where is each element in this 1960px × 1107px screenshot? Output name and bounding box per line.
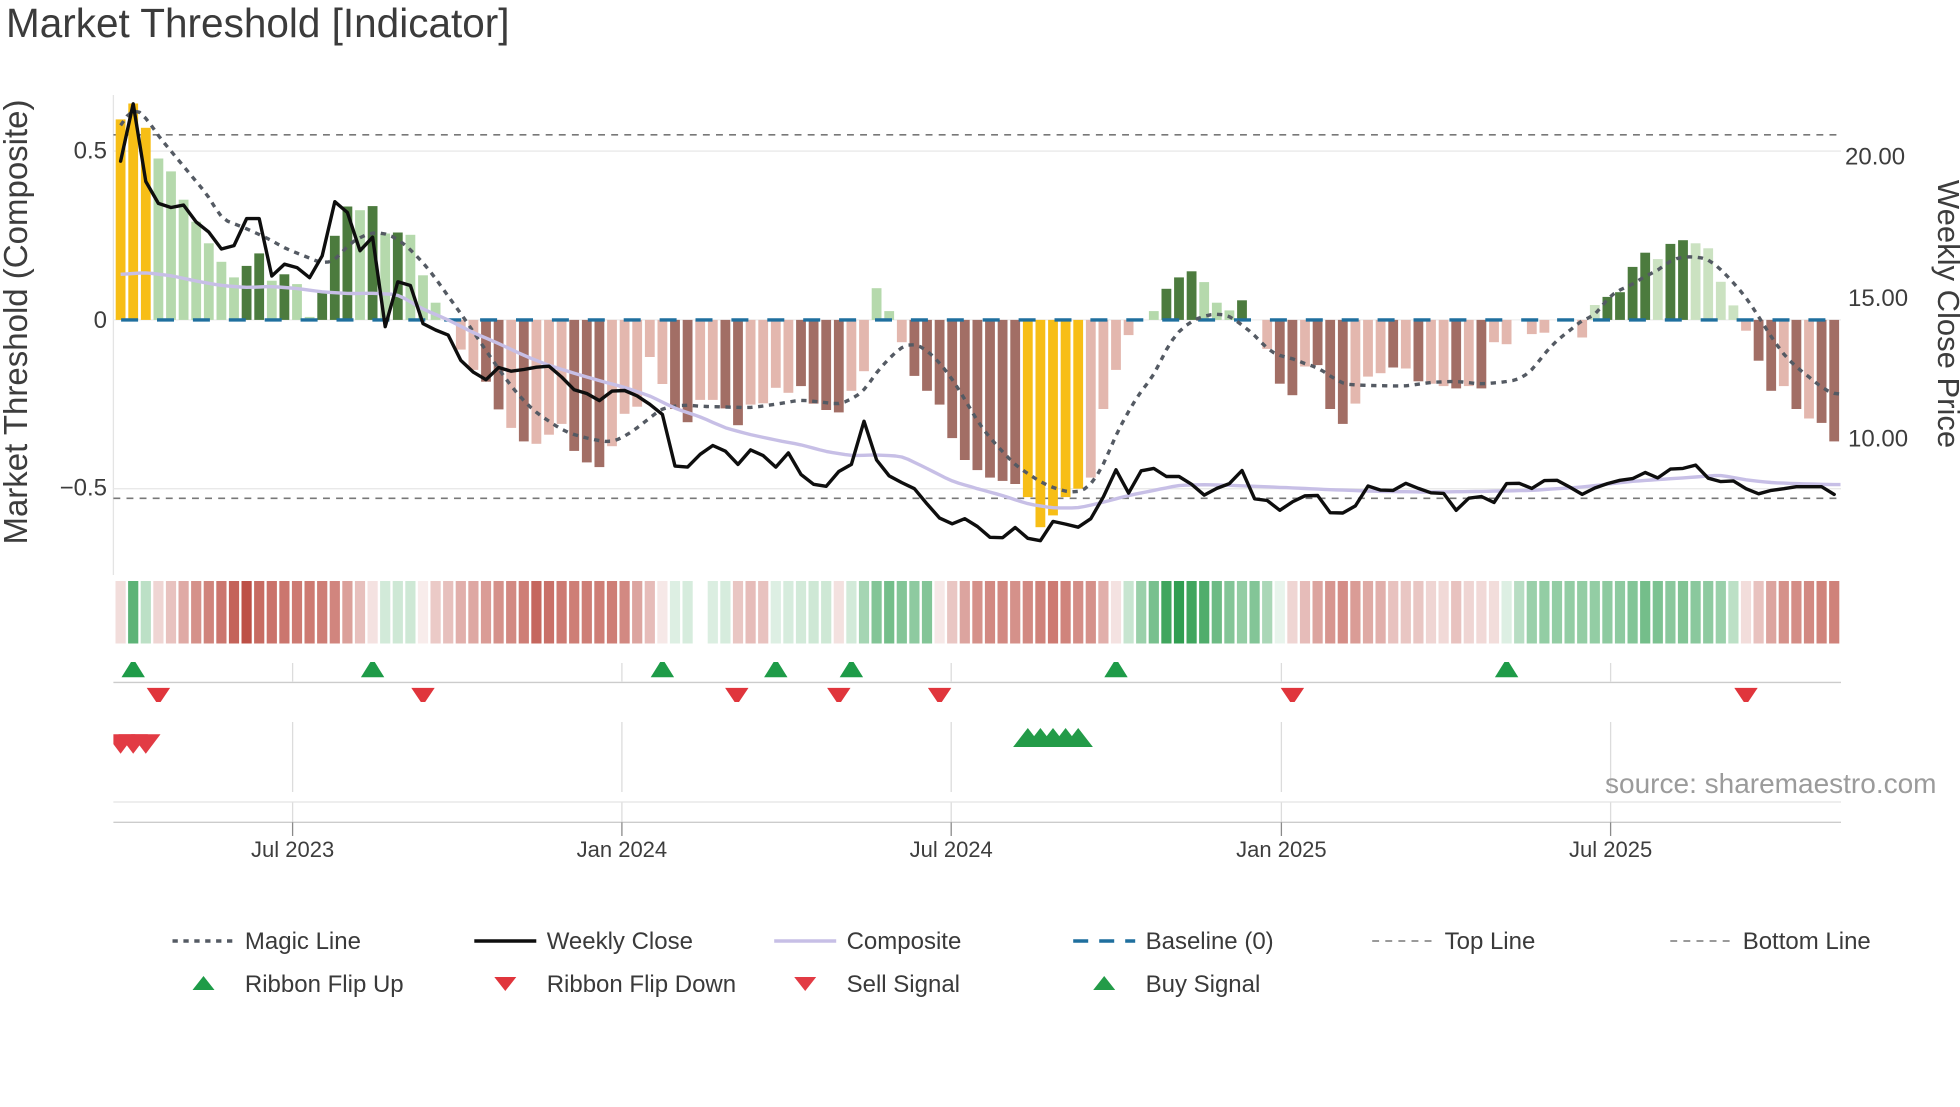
svg-text:−0.5: −0.5 [60,475,107,502]
svg-text:Jul 2023: Jul 2023 [251,837,334,862]
svg-text:Composite: Composite [847,928,962,955]
svg-text:Market Threshold (Composite): Market Threshold (Composite) [0,99,34,544]
svg-text:Jul 2024: Jul 2024 [910,837,993,862]
svg-text:Baseline (0): Baseline (0) [1146,928,1274,955]
svg-text:10.00: 10.00 [1848,426,1908,453]
svg-text:source: sharemaestro.com: source: sharemaestro.com [1605,768,1936,799]
svg-text:Magic Line: Magic Line [245,928,361,955]
svg-text:20.00: 20.00 [1845,144,1905,171]
svg-text:Bottom Line: Bottom Line [1743,928,1871,955]
svg-text:Market Threshold [Indicator]: Market Threshold [Indicator] [6,0,509,46]
svg-text:Ribbon Flip Up: Ribbon Flip Up [245,971,404,998]
svg-text:Sell Signal: Sell Signal [847,971,960,998]
svg-text:Ribbon Flip Down: Ribbon Flip Down [547,971,736,998]
svg-text:0: 0 [94,307,107,334]
svg-text:Top Line: Top Line [1445,928,1536,955]
svg-text:Weekly Close: Weekly Close [547,928,693,955]
svg-text:Jan 2024: Jan 2024 [577,837,668,862]
svg-text:Weekly Close Price: Weekly Close Price [1931,180,1960,448]
svg-text:Buy Signal: Buy Signal [1146,971,1261,998]
svg-text:0.5: 0.5 [74,138,107,165]
svg-text:15.00: 15.00 [1848,285,1908,312]
svg-text:Jul 2025: Jul 2025 [1569,837,1652,862]
svg-text:Jan 2025: Jan 2025 [1236,837,1327,862]
